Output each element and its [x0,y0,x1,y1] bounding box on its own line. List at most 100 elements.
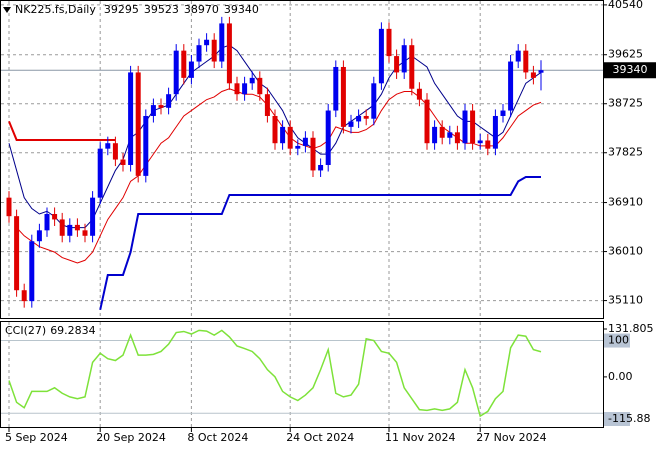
y-tick-label: 38725 [608,97,643,110]
y-tick-label: 36010 [608,245,643,258]
last-high: 39523 [144,3,179,16]
candle-body [462,110,468,144]
candle-body [356,115,362,122]
y-tick-label: 100 [608,334,629,347]
candle-body [90,197,96,236]
last-low: 38970 [184,3,219,16]
candle-body [333,66,339,111]
candle-body [394,56,400,73]
candle-body [371,83,377,119]
candle-body [409,45,415,89]
header: NK225.fs,Daily 39295 39523 38970 39340 [15,3,259,16]
candle-body [508,61,514,111]
candle-body [21,290,27,302]
candle-body [173,50,179,95]
y-tick-label: 131.805 [608,322,654,335]
cci-panel [0,321,604,428]
band-line [8,121,116,141]
x-tick-label: 27 Nov 2024 [476,431,546,444]
candle-body [135,72,141,176]
candle-body [59,219,65,236]
candle-body [74,224,80,231]
candle-body [234,83,240,95]
moving-average [8,44,542,229]
candle-body [492,115,498,149]
candle-body [378,28,384,84]
y-tick-label: 0.00 [608,370,633,383]
candle-body [44,213,50,231]
candle-body [439,126,445,138]
x-tick-label: 5 Sep 2024 [5,431,68,444]
x-tick-label: 20 Sep 2024 [96,431,166,444]
candle-body [401,45,407,73]
candle-body [196,45,202,62]
candle-body [515,50,521,62]
candle-body [120,159,126,165]
candle-body [340,66,346,127]
symbol-marker [3,7,11,13]
cci-last-value: 69.2834 [50,324,96,337]
y-tick-label: 36910 [608,196,643,209]
candle-body [538,70,544,73]
candle-body [500,110,506,116]
candle-body [219,23,225,62]
y-tick-label: -115.88 [608,412,650,425]
candle-body [6,197,12,217]
candle-body [432,126,438,144]
candle-body [97,148,103,198]
x-tick-label: 11 Nov 2024 [385,431,455,444]
candle-body [325,110,331,165]
candle-body [14,216,20,291]
candle-body [318,164,324,171]
y-tick-label: 35110 [608,294,643,307]
candle-body [29,241,35,302]
candle-body [143,115,149,176]
symbol: NK225.fs,Daily [15,3,96,16]
candle-body [272,115,278,144]
last-price-box [604,62,656,79]
candle-body [166,94,172,108]
candle-body [249,77,255,84]
candle-body [36,230,42,242]
x-tick-label: 8 Oct 2024 [187,431,248,444]
candle-body [52,213,58,220]
moving-average [16,88,542,264]
band-line [99,175,541,311]
candle-body [204,39,210,46]
candle-body [310,137,316,171]
candle-body [523,50,529,73]
candle-body [280,126,286,144]
candle-body [158,105,164,108]
cci-line [8,329,542,418]
price-panel [0,0,604,319]
cci-header: CCI(27) 69.2834 [5,324,96,337]
candle-body [302,137,308,146]
last-open: 39295 [104,3,139,16]
candle-body [416,88,422,100]
last-price-label: 39340 [613,63,648,76]
candle-body [485,140,491,149]
candle-body [82,230,88,236]
y-tick-label: 37825 [608,146,643,159]
last-close: 39340 [224,3,259,16]
x-tick-label: 24 Oct 2024 [286,431,354,444]
candle-body [128,72,134,165]
candle-body [242,83,248,95]
candle-body [470,110,476,144]
y-tick-label: 40540 [608,0,643,11]
candle-body [226,23,232,84]
candle-body [211,39,217,62]
plot-layer: 35110 36010 36910 37825 38725 39625 40540 5 Sep… [1,0,656,444]
candle-body [363,115,369,119]
cci-title: CCI(27) [5,324,46,337]
candle-body [67,224,73,236]
candle-body [264,94,270,116]
candle-body [295,145,301,149]
candle-body [112,143,118,160]
y-tick-box [604,333,630,348]
candle-body [181,50,187,78]
candle-body [477,140,483,144]
candle-body [105,143,111,149]
